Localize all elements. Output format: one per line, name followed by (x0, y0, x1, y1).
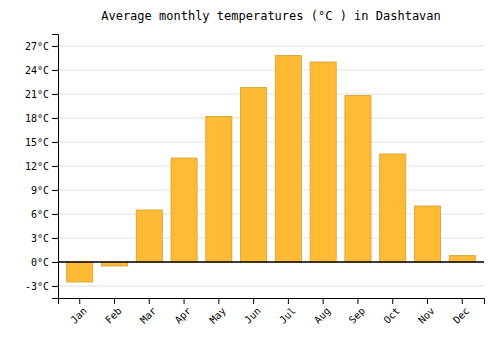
y-tick-label: 24°C (25, 65, 49, 76)
x-tick-mark (253, 298, 254, 304)
grid-line (58, 94, 484, 95)
y-tick-label: 3°C (31, 233, 49, 244)
bar (136, 210, 162, 262)
y-tick-mark (52, 118, 58, 119)
x-tick-mark (79, 298, 80, 304)
grid-line (58, 166, 484, 167)
x-tick: May (207, 298, 228, 326)
y-tick: 0°C (31, 257, 58, 268)
x-tick-label: Dec (451, 305, 472, 326)
x-tick: Oct (381, 298, 402, 326)
x-tick-label: Nov (416, 305, 437, 326)
x-tick-label: Feb (103, 305, 124, 326)
x-tick-label: Mar (138, 305, 159, 326)
y-tick: 15°C (25, 137, 58, 148)
y-tick: 21°C (25, 89, 58, 100)
x-axis-line (59, 299, 485, 305)
y-tick-mark (52, 70, 58, 71)
y-tick-label: 15°C (25, 137, 49, 148)
x-tick-mark (392, 298, 393, 304)
grid-line (58, 286, 484, 287)
x-tick-mark (462, 298, 463, 304)
bar (171, 158, 197, 262)
y-tick-label: 18°C (25, 113, 49, 124)
x-tick: Nov (416, 298, 437, 326)
y-tick-mark (52, 214, 58, 215)
x-tick-mark (288, 298, 289, 304)
y-tick-mark (52, 166, 58, 167)
y-tick-label: 9°C (31, 185, 49, 196)
bar (275, 56, 301, 262)
x-axis: Jan Feb Mar Apr May Jun Jul Aug Sep Oct Nov Dec (59, 298, 485, 326)
grid-line (58, 70, 484, 71)
x-tick-mark (427, 298, 428, 304)
y-tick: 3°C (31, 233, 58, 244)
chart: -3°C 0°C 3°C 6°C 9°C 12°C 15°C 18°C 21°C 24°C 27°C… (0, 0, 500, 350)
y-tick-label: 6°C (31, 209, 49, 220)
x-tick-label: Jul (277, 305, 298, 326)
y-tick-mark (52, 94, 58, 95)
y-tick-label: 12°C (25, 161, 49, 172)
grid-line (58, 142, 484, 143)
x-tick: Mar (138, 298, 159, 326)
x-tick-label: Oct (381, 305, 402, 326)
x-tick-label: May (207, 305, 228, 326)
x-tick: Aug (312, 298, 333, 326)
plot: -3°C 0°C 3°C 6°C 9°C 12°C 15°C 18°C 21°C 24°C 27°C… (25, 35, 485, 326)
x-tick-label: Apr (173, 305, 194, 326)
y-tick-label: 21°C (25, 89, 49, 100)
y-tick: 24°C (25, 65, 58, 76)
y-tick: 18°C (25, 113, 58, 124)
grid-line (58, 118, 484, 119)
y-tick-label: 27°C (25, 41, 49, 52)
y-tick-mark (52, 142, 58, 143)
grid (58, 46, 484, 286)
bar (310, 62, 336, 262)
x-tick: Feb (103, 298, 124, 326)
x-tick-mark (149, 298, 150, 304)
y-tick: -3°C (25, 281, 58, 292)
x-tick-label: Jan (68, 305, 89, 326)
y-tick-label: -3°C (25, 281, 49, 292)
y-tick-label: 0°C (31, 257, 49, 268)
y-tick: 27°C (25, 41, 58, 52)
baseline (58, 261, 484, 263)
x-tick: Dec (451, 298, 472, 326)
title: Average monthly temperatures (°C ) in Da… (101, 9, 441, 23)
x-tick: Sep (347, 298, 368, 326)
y-axis-line (52, 35, 59, 299)
y-axis: -3°C 0°C 3°C 6°C 9°C 12°C 15°C 18°C 21°C 24°C 27°C (25, 35, 59, 299)
y-tick-mark (52, 262, 58, 263)
x-tick-label: Sep (347, 305, 368, 326)
x-tick-mark (218, 298, 219, 304)
bar (241, 88, 267, 262)
x-tick: Apr (173, 298, 194, 326)
x-tick-mark (323, 298, 324, 304)
x-tick-label: Jun (242, 305, 263, 326)
x-tick: Jan (68, 298, 89, 326)
y-tick-mark (52, 190, 58, 191)
y-tick: 9°C (31, 185, 58, 196)
bar (380, 154, 406, 262)
x-tick: Jun (242, 298, 263, 326)
grid-line (58, 190, 484, 191)
bar (67, 262, 93, 282)
bar (345, 96, 371, 262)
x-tick-mark (184, 298, 185, 304)
bar (449, 256, 475, 262)
x-tick: Jul (277, 298, 298, 326)
y-tick: 6°C (31, 209, 58, 220)
y-tick: 12°C (25, 161, 58, 172)
grid-line (58, 46, 484, 47)
y-tick-mark (52, 238, 58, 239)
grid-line (58, 262, 484, 263)
bar (206, 116, 232, 262)
bars (58, 56, 484, 282)
bar (414, 206, 440, 262)
y-tick-mark (52, 46, 58, 47)
x-tick-label: Aug (312, 305, 333, 326)
y-tick-mark (52, 286, 58, 287)
x-tick-mark (357, 298, 358, 304)
x-tick-mark (114, 298, 115, 304)
